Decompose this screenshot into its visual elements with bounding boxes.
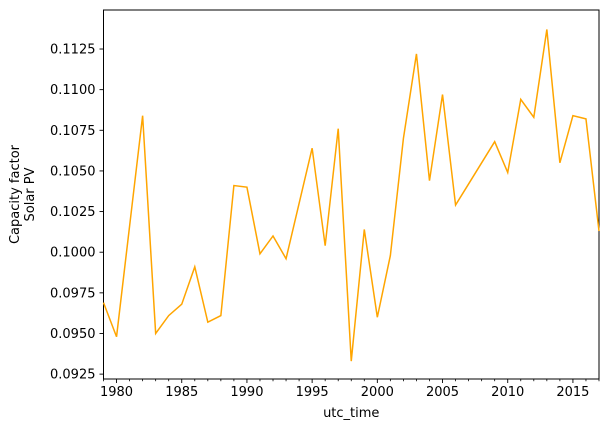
y-tick-label: 0.0925 [50, 368, 96, 383]
data-line-layer [102, 29, 600, 362]
y-tick-label: 0.1125 [50, 43, 96, 58]
x-tick-label: 1995 [296, 385, 329, 400]
x-tick-label: 1985 [165, 385, 198, 400]
y-tick-label: 0.1100 [50, 83, 96, 98]
x-tick-label: 1980 [100, 385, 133, 400]
y-tick-label: 0.1025 [50, 205, 96, 220]
y-axis-label-line2: Solar PV [23, 167, 38, 221]
data-line-solar-pv [102, 29, 600, 362]
x-tick-label: 2000 [361, 385, 394, 400]
y-tick-label: 0.1050 [50, 164, 96, 179]
x-tick-label: 2015 [556, 385, 589, 400]
y-tick-label: 0.1075 [50, 124, 96, 139]
y-tick-label: 0.0950 [50, 327, 96, 342]
x-tick-label: 2010 [491, 385, 524, 400]
x-tick-label: 2005 [426, 385, 459, 400]
y-axis-label-line1: Capacity factor [8, 144, 23, 244]
plot-border [103, 9, 600, 380]
x-axis-label: utc_time [323, 406, 379, 421]
tick-labels-layer: 1980 1985 1990 1995 2000 2005 2010 2015 0.0925 0.… [50, 43, 589, 400]
x-tick-label: 1990 [230, 385, 263, 400]
y-tick-label: 0.0975 [50, 286, 96, 301]
y-tick-label: 0.1000 [50, 246, 96, 261]
